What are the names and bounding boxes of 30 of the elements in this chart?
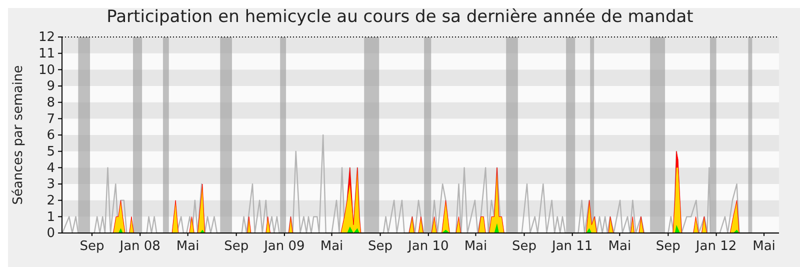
y-tick-label: 6 <box>46 128 55 144</box>
x-tick-label: Sep <box>368 239 393 254</box>
y-tick-label: 7 <box>46 112 55 127</box>
x-tick-label: Mai <box>608 239 632 254</box>
x-tick-label: Sep <box>80 239 104 254</box>
x-tick-label: Mai <box>752 239 776 254</box>
x-tick-label: Mai <box>176 239 200 254</box>
x-tick-label: Jan 09 <box>263 239 305 254</box>
y-tick-label: 10 <box>38 62 55 78</box>
x-tick-label: Jan 11 <box>550 239 593 254</box>
y-tick-label: 12 <box>38 30 55 46</box>
y-tick-label: 1 <box>46 210 55 225</box>
y-tick-label: 9 <box>46 79 55 94</box>
x-tick-label: Sep <box>656 239 680 254</box>
x-tick-label: Jan 12 <box>694 239 737 254</box>
x-tick-label: Jan 08 <box>118 239 160 254</box>
y-tick-label: 5 <box>46 144 55 160</box>
y-tick-label: 3 <box>46 177 55 192</box>
x-tick-label: Jan 10 <box>407 239 449 254</box>
y-axis-title: Séances par semaine <box>11 65 26 205</box>
y-tick-label: 0 <box>46 226 55 242</box>
y-tick-label: 8 <box>46 95 55 110</box>
x-tick-label: Mai <box>464 239 488 254</box>
y-tick-label: 11 <box>38 46 55 62</box>
x-tick-label: Sep <box>224 239 249 254</box>
chart-title: Participation en hemicycle au cours de sa dernière année de mandat <box>106 7 694 27</box>
x-tick-label: Sep <box>512 239 536 254</box>
x-tick-label: Mai <box>320 239 344 254</box>
y-tick-label: 2 <box>46 193 55 208</box>
y-tick-label: 4 <box>46 160 55 176</box>
